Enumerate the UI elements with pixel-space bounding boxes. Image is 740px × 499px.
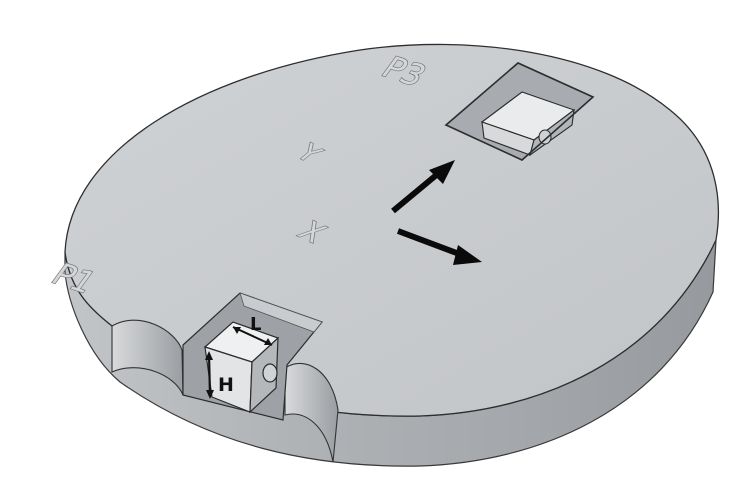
p1-cube xyxy=(203,321,280,414)
dimension-l xyxy=(232,326,273,346)
pocket-p1-back-wall xyxy=(239,292,323,333)
pocket-p3-rim xyxy=(444,62,595,161)
y-axis-arrow xyxy=(391,160,455,214)
dimension-l-label: L xyxy=(250,314,261,335)
dimension-h-label: H xyxy=(218,374,234,396)
dimension-h xyxy=(205,351,214,399)
right-notch-cutout xyxy=(284,362,339,463)
x-axis-arrow xyxy=(396,228,482,265)
